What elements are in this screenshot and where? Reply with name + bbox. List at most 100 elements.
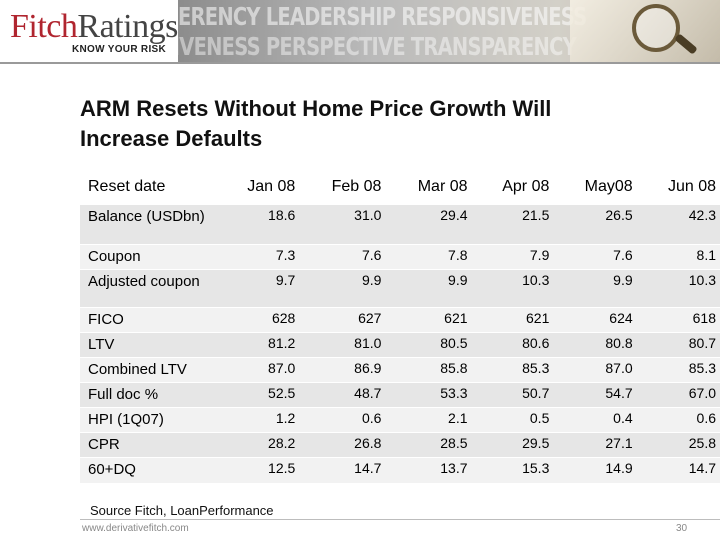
table-cell: 7.6 [613, 247, 633, 263]
logo-tagline: KNOW YOUR RISK [72, 44, 167, 55]
table-cell: 29.4 [440, 207, 468, 223]
row-label: Adjusted coupon [88, 273, 200, 290]
table-cell: 9.9 [361, 272, 382, 288]
table-cell: 14.7 [354, 460, 382, 476]
slide-title-line-2: Increase Defaults [80, 126, 263, 151]
table-cell: 52.5 [268, 385, 296, 401]
logo-fitch: Fitch [10, 8, 78, 45]
footer-url: www.derivativefitch.com [82, 523, 189, 534]
table-row: Coupon 7.3 7.6 7.8 7.9 7.6 8.1 [80, 244, 720, 270]
table-cell: 80.7 [688, 335, 716, 351]
row-label: LTV [88, 336, 115, 353]
banner-text-line-2: NSIVENESS PERSPECTIVE TRANSPARENCY [178, 32, 577, 61]
table-row: 60+DQ 12.5 14.7 13.7 15.3 14.9 14.7 [80, 457, 720, 483]
table-cell: 86.9 [354, 360, 382, 376]
row-label: CPR [88, 436, 120, 453]
table-cell: 15.3 [522, 460, 550, 476]
table-row: HPI (1Q07) 1.2 0.6 2.1 0.5 0.4 0.6 [80, 407, 720, 433]
table-cell: 0.4 [613, 410, 633, 426]
row-label: HPI (1Q07) [88, 411, 164, 428]
table-cell: 618 [692, 310, 716, 326]
table-cell: 31.0 [354, 207, 382, 223]
logo-ratings: Ratings [77, 8, 178, 45]
table-cell: 2.1 [448, 410, 468, 426]
table-cell: 0.6 [361, 410, 382, 426]
row-label: Balance (USDbn) [88, 208, 205, 225]
table-row: Balance (USDbn) 18.6 31.0 29.4 21.5 26.5… [80, 204, 720, 245]
table-cell: 10.3 [688, 272, 716, 288]
table-cell: 87.0 [268, 360, 296, 376]
table-cell: 28.5 [440, 435, 468, 451]
column-header: May08 [584, 178, 633, 195]
table-cell: 50.7 [522, 385, 550, 401]
table-cell: 80.8 [605, 335, 633, 351]
table-cell: 628 [271, 310, 296, 326]
table-row: Adjusted coupon 9.7 9.9 9.9 10.3 9.9 10.… [80, 269, 720, 308]
row-label: Combined LTV [88, 361, 187, 378]
table-row: Full doc % 52.5 48.7 53.3 50.7 54.7 67.0 [80, 382, 720, 408]
column-header: Jun 08 [667, 178, 716, 195]
row-label: Coupon [88, 248, 141, 265]
table-cell: 85.3 [688, 360, 716, 376]
row-label: FICO [88, 311, 124, 328]
table-cell: 28.2 [268, 435, 296, 451]
table-cell: 9.9 [448, 272, 468, 288]
page-number: 30 [676, 523, 688, 534]
table-cell: 624 [609, 310, 633, 326]
column-header: Apr 08 [502, 178, 550, 195]
table-cell: 9.9 [613, 272, 633, 288]
table-cell: 7.6 [361, 247, 382, 263]
table-cell: 85.3 [522, 360, 550, 376]
table-cell: 7.3 [275, 247, 296, 263]
table-cell: 1.2 [275, 410, 296, 426]
column-header: Mar 08 [417, 178, 468, 195]
table-cell: 53.3 [440, 385, 468, 401]
header-divider [0, 62, 720, 64]
table-cell: 81.2 [268, 335, 296, 351]
table-cell: 9.7 [275, 272, 296, 288]
table-cell: 81.0 [354, 335, 382, 351]
footer-divider [80, 519, 720, 520]
column-header-reset-date: Reset date [88, 178, 166, 195]
table-cell: 26.5 [605, 207, 633, 223]
table-row: Combined LTV 87.0 86.9 85.8 85.3 87.0 85… [80, 357, 720, 383]
table-cell: 80.5 [440, 335, 468, 351]
table-cell: 10.3 [522, 272, 550, 288]
table-cell: 621 [444, 310, 468, 326]
table-header-row: Reset date Jan 08 Feb 08 Mar 08 Apr 08 M… [80, 170, 720, 205]
table-cell: 621 [526, 310, 550, 326]
table-cell: 18.6 [268, 207, 296, 223]
table-cell: 26.8 [354, 435, 382, 451]
table-cell: 42.3 [688, 207, 716, 223]
table-cell: 27.1 [605, 435, 633, 451]
row-label: Full doc % [88, 386, 159, 403]
table-cell: 67.0 [688, 385, 716, 401]
magnifying-glass-icon [632, 4, 680, 52]
table-cell: 29.5 [522, 435, 550, 451]
table-cell: 0.6 [696, 410, 716, 426]
column-header: Jan 08 [247, 178, 296, 195]
logo-wordmark: FitchRatings [10, 10, 178, 44]
table-cell: 85.8 [440, 360, 468, 376]
arm-reset-table: Reset date Jan 08 Feb 08 Mar 08 Apr 08 M… [80, 170, 720, 483]
table-cell: 0.5 [529, 410, 550, 426]
table-cell: 80.6 [522, 335, 550, 351]
header-banner: FitchRatings KNOW YOUR RISK ERENCY LEADE… [0, 0, 720, 62]
fitch-ratings-logo: FitchRatings KNOW YOUR RISK [10, 10, 178, 56]
table-row: CPR 28.2 26.8 28.5 29.5 27.1 25.8 [80, 432, 720, 458]
table-cell: 25.8 [688, 435, 716, 451]
values-banner: ERENCY LEADERSHIP RESPONSIVENESS NSIVENE… [178, 0, 720, 62]
table-cell: 12.5 [268, 460, 296, 476]
table-cell: 21.5 [522, 207, 550, 223]
table-row: FICO 628 627 621 621 624 618 [80, 307, 720, 333]
source-note: Source Fitch, LoanPerformance [90, 503, 274, 518]
slide-title: ARM Resets Without Home Price Growth Wil… [80, 94, 640, 154]
table-row: LTV 81.2 81.0 80.5 80.6 80.8 80.7 [80, 332, 720, 358]
table-cell: 14.7 [688, 460, 716, 476]
table-cell: 48.7 [354, 385, 382, 401]
row-label: 60+DQ [88, 461, 136, 478]
slide-title-line-1: ARM Resets Without Home Price Growth Wil… [80, 96, 552, 121]
banner-text-line-1: ERENCY LEADERSHIP RESPONSIVENESS [178, 2, 587, 31]
table-cell: 627 [358, 310, 382, 326]
column-header: Feb 08 [331, 178, 382, 195]
